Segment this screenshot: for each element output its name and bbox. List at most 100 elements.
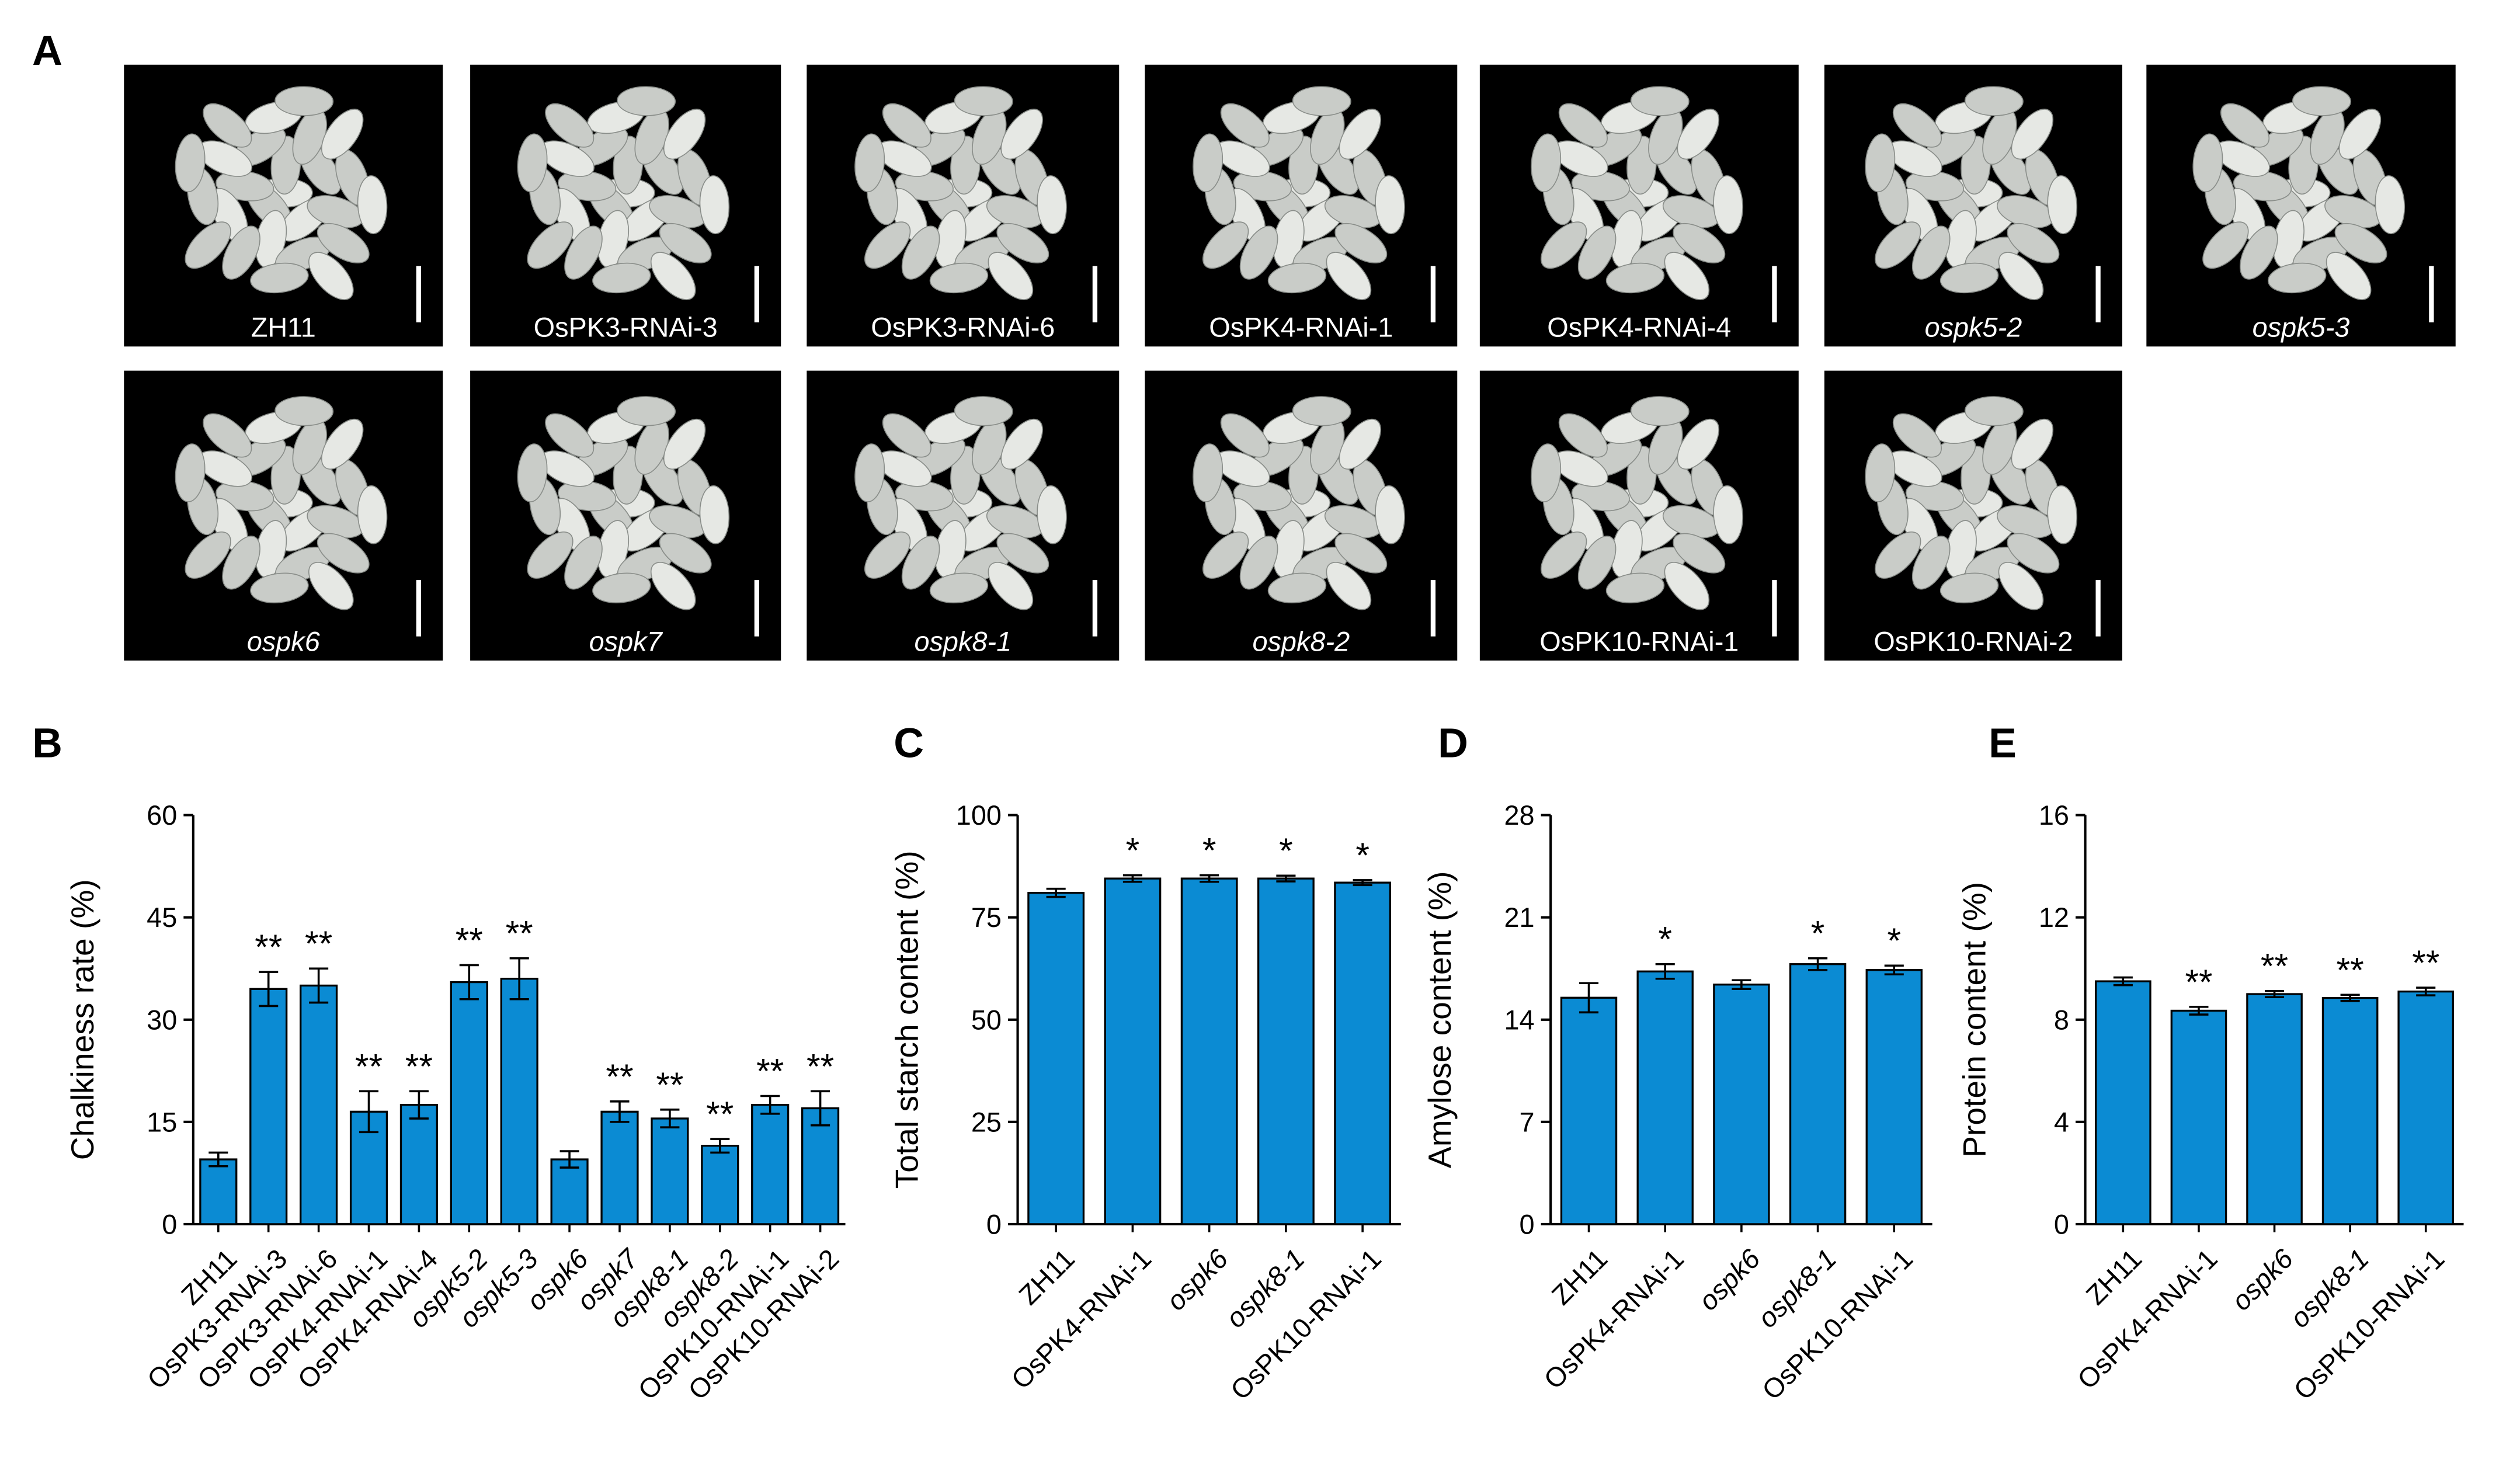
grain	[517, 443, 548, 502]
bar	[1180, 877, 1238, 1225]
photo-label: OsPK3-RNAi-3	[534, 312, 718, 343]
grain	[545, 413, 595, 458]
significance-label: **	[807, 1046, 834, 1086]
x-tick-label: ZH11	[1546, 1243, 1613, 1311]
panel-label: C	[894, 720, 924, 766]
grain	[1541, 531, 1587, 579]
bar	[1257, 877, 1315, 1225]
grain	[663, 109, 706, 160]
y-tick-label: 0	[1520, 1209, 1535, 1239]
grain	[1892, 103, 1942, 148]
grain	[617, 396, 676, 426]
y-tick-label: 14	[1504, 1005, 1534, 1035]
y-tick-label: 4	[2054, 1107, 2069, 1137]
grain	[1875, 531, 1921, 579]
photo-label: ospk5-2	[1925, 312, 2022, 343]
photo: OsPK4-RNAi-4	[1479, 64, 1799, 347]
photo: OsPK3-RNAi-6	[807, 64, 1120, 347]
photo-label: OsPK3-RNAi-6	[871, 312, 1055, 343]
grain	[1202, 531, 1249, 579]
bar	[450, 981, 488, 1225]
grain	[1577, 536, 1617, 590]
grain	[663, 418, 706, 470]
grain	[1875, 221, 1921, 269]
x-tick-label: ospk6	[1693, 1243, 1767, 1316]
grain	[1713, 175, 1743, 234]
grain	[2240, 225, 2278, 280]
grain	[1911, 536, 1951, 590]
bar	[600, 1110, 639, 1225]
grain	[1677, 418, 1719, 470]
x-tick-label: ZH11	[1013, 1243, 1080, 1311]
photo-label: OsPK4-RNAi-4	[1547, 312, 1731, 343]
grain	[1939, 262, 1999, 294]
y-tick-label: 0	[2054, 1209, 2069, 1239]
grain	[1339, 109, 1381, 160]
grain	[1239, 225, 1278, 280]
grain	[617, 86, 676, 116]
bar	[2095, 980, 2151, 1225]
photo-label: ospk7	[589, 626, 663, 656]
photo: ospk5-2	[1824, 64, 2122, 347]
grain	[274, 396, 334, 426]
x-tick-label: OsPK4-RNAi-1	[2071, 1243, 2223, 1395]
grain	[1326, 252, 1372, 300]
bar	[1865, 969, 1923, 1225]
photo-label: ospk6	[247, 626, 321, 656]
grain	[1531, 133, 1562, 193]
grain	[175, 133, 206, 193]
photo: ospk5-3	[2146, 64, 2456, 347]
grain	[864, 531, 911, 579]
grain	[2267, 262, 2327, 294]
y-tick-label: 8	[2054, 1005, 2069, 1035]
grain	[1292, 396, 1351, 426]
grain	[988, 252, 1034, 300]
photo-label: OsPK4-RNAi-1	[1209, 312, 1393, 343]
grain	[699, 175, 730, 234]
grain	[1677, 109, 1719, 160]
grain	[1037, 485, 1067, 544]
grain	[308, 562, 354, 610]
grain	[1998, 252, 2044, 300]
grain	[185, 221, 231, 269]
panel-label: A	[32, 27, 62, 74]
significance-label: **	[2412, 943, 2439, 982]
photo-label: OsPK10-RNAi-1	[1539, 626, 1739, 656]
grain	[2192, 133, 2223, 193]
grain	[185, 531, 231, 579]
grain	[1865, 133, 1896, 193]
grain	[1000, 418, 1043, 470]
significance-label: **	[2261, 946, 2288, 986]
grain	[1220, 413, 1270, 458]
grain	[317, 533, 370, 574]
bar	[651, 1117, 689, 1225]
grain	[929, 572, 989, 603]
grain	[901, 225, 940, 280]
grain	[357, 485, 388, 544]
significance-label: **	[405, 1046, 433, 1086]
grain	[1267, 572, 1327, 603]
photo: OsPK10-RNAi-2	[1824, 370, 2122, 661]
bar	[701, 1145, 739, 1225]
significance-label: *	[1279, 831, 1293, 870]
significance-label: *	[1126, 831, 1140, 870]
grain	[222, 536, 260, 590]
bar	[1027, 892, 1085, 1225]
grain	[1673, 533, 1726, 574]
grain	[2011, 418, 2054, 470]
y-axis-label: Protein content (%)	[1956, 882, 1993, 1158]
panel-label: D	[1438, 720, 1468, 766]
y-tick-label: 0	[162, 1209, 177, 1239]
bar	[399, 1104, 438, 1225]
y-tick-label: 7	[1520, 1107, 1535, 1137]
photo-label: ospk8-1	[914, 626, 1012, 656]
grain	[1664, 562, 1710, 610]
bar	[1789, 963, 1847, 1225]
grain	[988, 562, 1034, 610]
bar	[249, 988, 288, 1225]
grain	[1605, 572, 1665, 603]
bar	[1713, 984, 1770, 1225]
y-tick-label: 50	[971, 1005, 1002, 1035]
grain	[854, 133, 885, 193]
panel-label: E	[1989, 720, 2017, 766]
